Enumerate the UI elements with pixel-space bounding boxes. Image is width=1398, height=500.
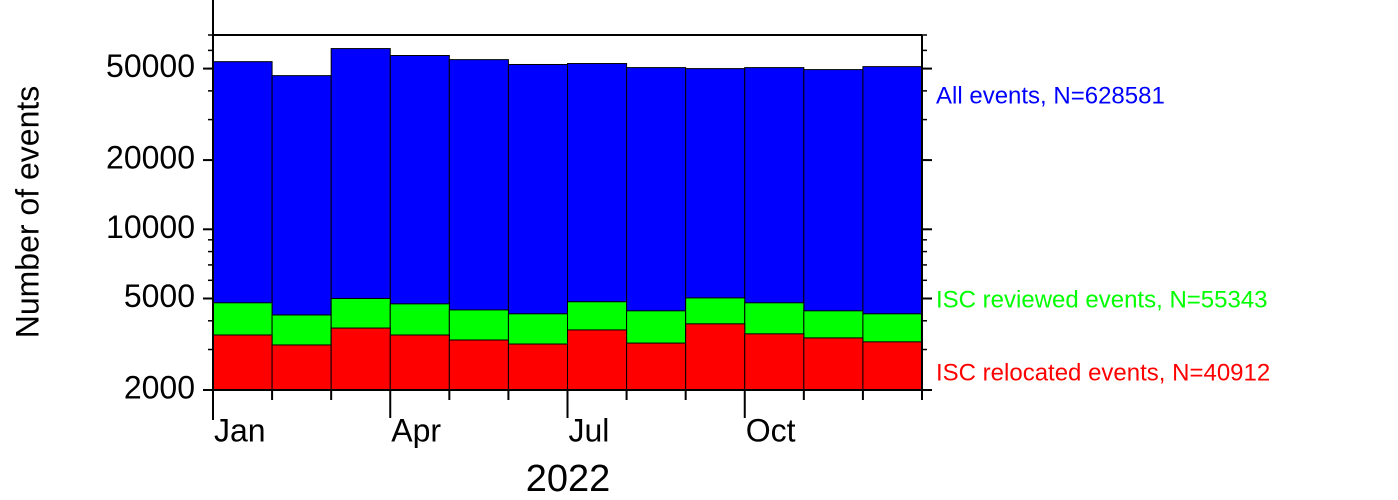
y-tick-label: 5000	[124, 278, 195, 314]
legend-label: All events, N=628581	[936, 82, 1165, 109]
y-axis-label: Number of events	[9, 86, 45, 339]
x-tick-label: Jan	[214, 412, 266, 448]
bar	[626, 342, 687, 391]
bar	[271, 344, 332, 391]
bar	[330, 327, 391, 391]
legend-label: ISC relocated events, N=40912	[936, 359, 1270, 386]
y-tick-label: 50000	[106, 48, 195, 84]
y-tick-label: 20000	[106, 140, 195, 176]
bar	[685, 323, 746, 391]
bar	[448, 339, 509, 391]
x-axis-label: 2022	[526, 458, 611, 500]
bar	[389, 334, 450, 391]
x-tick-label: Oct	[746, 412, 796, 448]
bar	[744, 333, 805, 391]
bar	[567, 329, 628, 391]
bar	[507, 343, 568, 391]
bar	[212, 334, 273, 391]
bar	[862, 341, 923, 391]
x-tick-label: Apr	[391, 412, 441, 448]
legend-label: ISC reviewed events, N=55343	[936, 286, 1268, 313]
y-tick-label: 2000	[124, 369, 195, 405]
x-tick-label: Jul	[569, 412, 610, 448]
bar	[803, 337, 864, 391]
y-tick-label: 10000	[106, 209, 195, 245]
